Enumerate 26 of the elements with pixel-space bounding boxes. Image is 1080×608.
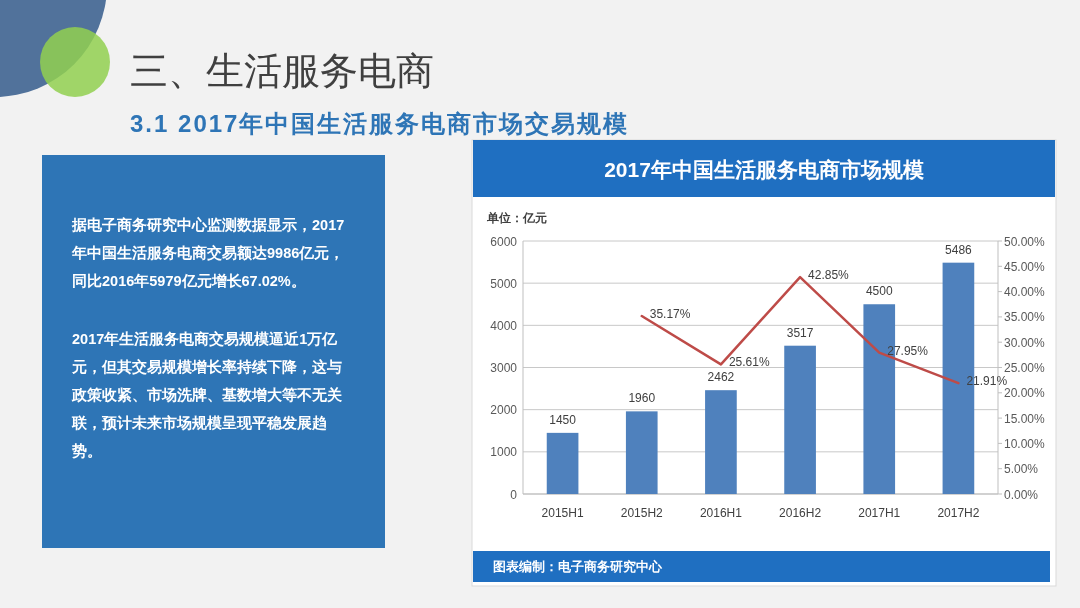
x-tick-label: 2015H2	[620, 506, 664, 520]
subtitle: 3.1 2017年中国生活服务电商市场交易规模	[130, 110, 630, 137]
y-tick-label: 0	[510, 487, 518, 502]
x-tick-label: 2015H1	[541, 506, 584, 520]
y-tick-label: 2000	[490, 403, 518, 418]
y2-tick-label: 50.00%	[1004, 234, 1046, 249]
y-tick-label: 6000	[490, 234, 518, 249]
y2-tick-label: 0.00%	[1004, 487, 1039, 502]
y2-tick-label: 5.00%	[1004, 462, 1039, 477]
y2-tick-label: 40.00%	[1004, 285, 1046, 300]
y2-tick-label: 45.00%	[1004, 259, 1046, 274]
x-tick-label: 2017H2	[937, 506, 980, 520]
y-tick-label: 5000	[490, 276, 518, 291]
y2-tick-label: 10.00%	[1004, 436, 1046, 451]
y-tick-label: 3000	[490, 361, 518, 375]
y-tick-label: 1000	[490, 445, 518, 460]
y2-tick-label: 30.00%	[1004, 335, 1046, 350]
y2-tick-label: 15.00%	[1004, 411, 1046, 426]
x-tick-label: 2016H2	[779, 506, 822, 520]
y2-tick-label: 25.00%	[1004, 361, 1046, 375]
title: 三、生活服务电商	[130, 50, 434, 92]
y2-tick-label: 35.00%	[1004, 310, 1046, 325]
x-tick-label: 2016H1	[699, 506, 743, 520]
y-tick-label: 4000	[490, 318, 518, 333]
x-tick-label: 2017H1	[858, 506, 901, 520]
y2-tick-label: 20.00%	[1004, 386, 1046, 401]
